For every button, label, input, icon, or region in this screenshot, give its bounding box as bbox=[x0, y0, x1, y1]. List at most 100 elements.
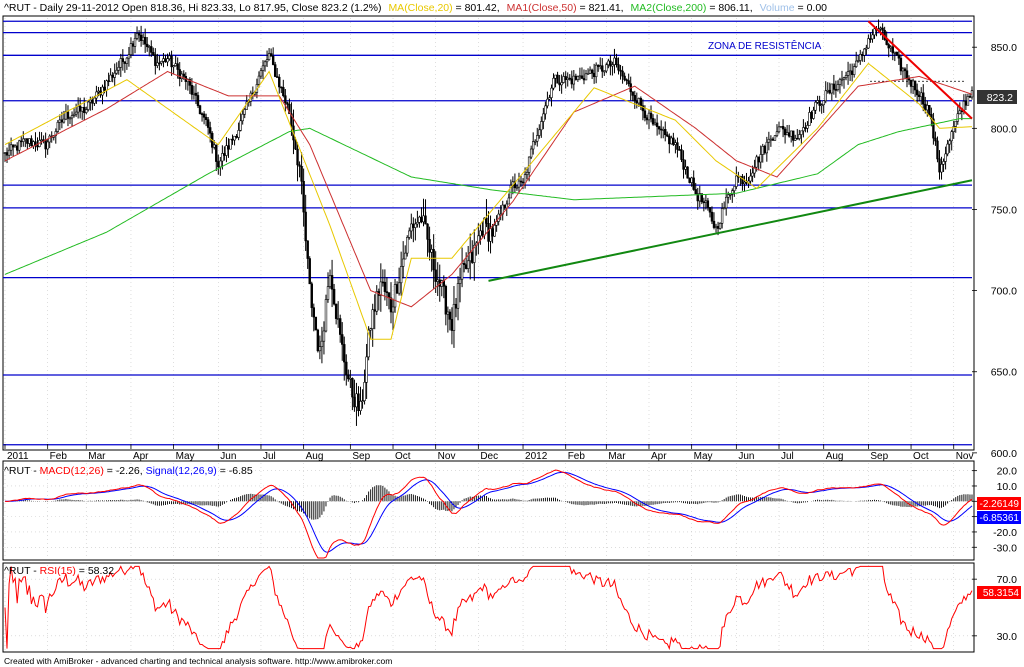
legend-ma200-value: = 806.11, bbox=[709, 2, 752, 14]
price-bar-body bbox=[716, 226, 720, 229]
price-bar-body bbox=[129, 43, 133, 55]
price-bar-body bbox=[166, 58, 169, 63]
price-bar-body bbox=[383, 281, 387, 292]
price-bar-body bbox=[664, 129, 667, 136]
price-bar-body bbox=[767, 138, 771, 143]
price-bar-body bbox=[662, 129, 665, 131]
price-bar-body bbox=[601, 65, 604, 72]
price-bar-body bbox=[830, 83, 834, 94]
price-bar-body bbox=[950, 131, 953, 142]
price-bar-body bbox=[546, 98, 549, 107]
price-bar-body bbox=[91, 99, 94, 104]
price-bar-body bbox=[958, 110, 962, 115]
price-bar-body bbox=[536, 135, 539, 142]
price-bar-body bbox=[111, 74, 114, 78]
price-bar-body bbox=[259, 70, 263, 77]
x-tick-label: Feb bbox=[50, 451, 68, 462]
price-bar-body bbox=[757, 156, 760, 163]
price-bar-body bbox=[154, 54, 157, 66]
x-tick-label: May bbox=[176, 451, 195, 462]
price-bar-body bbox=[284, 95, 287, 104]
price-bar-body bbox=[11, 144, 15, 148]
price-bar-body bbox=[842, 77, 846, 80]
resistance-trendline bbox=[867, 20, 973, 120]
price-bar-body bbox=[712, 220, 716, 228]
price-bar-body bbox=[137, 33, 141, 36]
price-bar-body bbox=[156, 62, 159, 66]
ma20-line bbox=[4, 62, 973, 340]
legend-ma20: MA(Close,20) bbox=[388, 2, 452, 14]
price-bar-body bbox=[371, 309, 374, 329]
price-bar-body bbox=[300, 166, 303, 182]
price-bar-body bbox=[235, 135, 238, 138]
x-tick-label: Aug bbox=[306, 451, 324, 462]
price-bar-body bbox=[627, 80, 630, 84]
price-bar-body bbox=[141, 36, 145, 41]
price-bar-body bbox=[907, 78, 911, 81]
price-bar-body bbox=[946, 143, 949, 155]
price-bar-body bbox=[704, 200, 708, 203]
price-bar-body bbox=[623, 75, 626, 80]
price-bar-body bbox=[148, 46, 151, 48]
price-bar-body bbox=[523, 174, 527, 184]
price-bar-body bbox=[80, 106, 84, 112]
price-bar-body bbox=[213, 144, 216, 148]
price-bar-body bbox=[334, 303, 338, 319]
price-bar-body bbox=[773, 135, 777, 141]
price-bar-body bbox=[964, 100, 968, 106]
price-bar-body bbox=[227, 145, 230, 150]
price-bar-body bbox=[692, 177, 695, 190]
price-bar-body bbox=[558, 82, 561, 86]
price-bar-body bbox=[735, 175, 738, 187]
price-bar-body bbox=[761, 146, 764, 155]
price-bar-body bbox=[887, 44, 890, 49]
moving-averages bbox=[4, 62, 973, 340]
x-tick-label: Mar bbox=[608, 451, 626, 462]
ma200-line bbox=[4, 118, 972, 275]
price-bar-body bbox=[828, 89, 831, 94]
price-bar-body bbox=[840, 78, 844, 81]
price-bar-body bbox=[956, 113, 959, 122]
price-bar-body bbox=[857, 60, 860, 62]
x-tick-label: Aug bbox=[826, 451, 844, 462]
price-bar-body bbox=[460, 262, 464, 280]
price-y-tick-label: 650.0 bbox=[991, 367, 1017, 379]
price-bar-body bbox=[391, 306, 395, 313]
price-bar-body bbox=[649, 112, 653, 119]
price-bar-body bbox=[312, 307, 315, 318]
price-bar-body bbox=[464, 264, 468, 269]
price-bar-body bbox=[938, 158, 941, 173]
price-bar-body bbox=[462, 262, 466, 265]
ma50-line bbox=[4, 70, 973, 308]
price-bar-body bbox=[733, 186, 736, 192]
price-bar-body bbox=[172, 65, 175, 68]
price-header: ^RUT - Daily 29-11-2012 Open 818.36, Hi … bbox=[4, 2, 827, 14]
price-bar-body bbox=[72, 113, 76, 116]
price-bar-body bbox=[412, 223, 415, 228]
price-bar-body bbox=[363, 381, 366, 401]
price-bar-body bbox=[231, 138, 234, 141]
price-bar-body bbox=[408, 230, 411, 238]
price-bar-body bbox=[529, 148, 533, 158]
price-bar-body bbox=[824, 90, 827, 102]
price-bar-body bbox=[781, 126, 785, 130]
price-bar-body bbox=[18, 140, 21, 151]
price-bar-body bbox=[436, 279, 439, 282]
legend-signal: Signal(12,26,9) bbox=[146, 465, 217, 477]
price-bar-body bbox=[706, 200, 710, 208]
price-bar-body bbox=[30, 138, 33, 147]
price-bar-body bbox=[296, 148, 299, 166]
price-bar-body bbox=[741, 176, 744, 185]
x-tick-label: Nov bbox=[438, 451, 456, 462]
price-bar-body bbox=[594, 64, 598, 78]
price-bar-body bbox=[188, 79, 192, 86]
price-bar-body bbox=[926, 105, 929, 111]
price-bar-body bbox=[694, 189, 697, 195]
x-tick-label: May bbox=[694, 451, 713, 462]
price-bar-body bbox=[491, 228, 494, 237]
price-header-symbol: ^RUT - Daily 29-11-2012 Open 818.36, Hi … bbox=[4, 2, 382, 14]
price-bar-body bbox=[911, 80, 915, 87]
price-bar-body bbox=[406, 237, 409, 254]
price-bar-body bbox=[85, 109, 88, 113]
